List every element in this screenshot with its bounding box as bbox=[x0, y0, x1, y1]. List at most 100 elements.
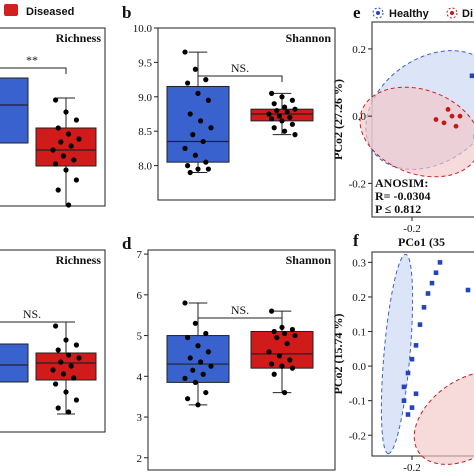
data-point bbox=[53, 323, 59, 329]
data-point bbox=[279, 118, 285, 124]
healthy-point bbox=[413, 343, 419, 348]
panel-b-shannon: Shannon 8.0 8.5 9.0 9.5 10.0 NS. bbox=[133, 23, 336, 201]
ellipse-healthy bbox=[380, 253, 414, 455]
data-point bbox=[274, 107, 280, 114]
data-point bbox=[71, 375, 77, 381]
data-point bbox=[53, 161, 59, 167]
data-point bbox=[187, 111, 193, 117]
data-point bbox=[203, 77, 209, 83]
y-tick-label: 0.2 bbox=[352, 292, 366, 304]
healthy-point bbox=[409, 356, 415, 362]
data-point bbox=[203, 330, 209, 337]
panel-a-richness: Richness ** bbox=[0, 27, 106, 208]
box-diseased bbox=[35, 352, 97, 381]
legend-diseased-label: Di bbox=[462, 8, 473, 20]
data-point bbox=[274, 334, 280, 341]
y-tick-label: 0.2 bbox=[352, 44, 366, 56]
anosim-line: ANOSIM: bbox=[375, 176, 428, 190]
data-point bbox=[269, 116, 275, 122]
plot-frame bbox=[0, 27, 106, 207]
box-diseased bbox=[250, 330, 314, 369]
healthy-point bbox=[465, 287, 471, 293]
data-point bbox=[284, 109, 290, 115]
significance-bracket bbox=[197, 317, 283, 324]
data-point bbox=[68, 363, 74, 369]
data-point bbox=[287, 357, 293, 363]
ellipse-diseased bbox=[413, 371, 474, 465]
data-point bbox=[73, 397, 79, 403]
y-tick-label: 9.5 bbox=[138, 57, 152, 69]
data-point bbox=[190, 132, 196, 138]
significance-bracket bbox=[0, 321, 67, 328]
y-tick-label: 4 bbox=[137, 371, 143, 383]
significance-label: ** bbox=[26, 53, 38, 67]
panel-c-richness: Richness NS. bbox=[0, 249, 106, 433]
data-point bbox=[208, 125, 214, 131]
data-point bbox=[55, 405, 61, 411]
data-point bbox=[195, 402, 201, 408]
data-point bbox=[66, 352, 72, 358]
diseased-point bbox=[449, 113, 455, 119]
data-point bbox=[287, 114, 293, 121]
data-point bbox=[271, 125, 277, 131]
data-point bbox=[289, 326, 295, 333]
significance-label: NS. bbox=[231, 303, 249, 317]
data-point bbox=[271, 371, 277, 377]
healthy-point bbox=[421, 305, 427, 310]
data-point bbox=[185, 334, 191, 341]
diseased-point bbox=[453, 123, 459, 129]
data-point bbox=[73, 117, 79, 123]
data-point bbox=[63, 109, 69, 115]
data-point bbox=[195, 343, 201, 349]
box-diseased bbox=[35, 127, 97, 167]
data-point bbox=[195, 90, 201, 96]
data-point bbox=[185, 80, 191, 86]
y-tick-label: 5 bbox=[137, 331, 143, 343]
data-point bbox=[68, 143, 74, 149]
diseased-point bbox=[441, 120, 447, 126]
data-point bbox=[192, 320, 198, 326]
data-point bbox=[279, 324, 285, 331]
legend-diseased-marker bbox=[446, 7, 458, 19]
data-point bbox=[198, 118, 204, 124]
data-point bbox=[182, 375, 188, 381]
data-point bbox=[282, 104, 288, 110]
x-tick-label: -0.2 bbox=[403, 462, 420, 474]
healthy-point bbox=[413, 391, 419, 397]
data-point bbox=[198, 359, 204, 365]
data-point bbox=[55, 125, 61, 131]
data-point bbox=[266, 111, 272, 117]
data-point bbox=[53, 381, 59, 387]
significance-label: NS. bbox=[231, 61, 249, 75]
data-point bbox=[200, 371, 206, 377]
legend-healthy-marker bbox=[372, 7, 384, 19]
y-axis-label: PCo2 (27.26 %) bbox=[331, 79, 345, 160]
panel-e-pcoa: 0.20.0-0.2-0.20.0PCo2 (27.26 %)PCo1 (35H… bbox=[331, 7, 474, 249]
data-point bbox=[205, 166, 211, 172]
data-point bbox=[190, 367, 196, 373]
data-point bbox=[185, 396, 191, 402]
data-point bbox=[192, 66, 198, 72]
data-point bbox=[269, 90, 275, 96]
data-point bbox=[208, 363, 214, 369]
data-point bbox=[182, 49, 188, 55]
data-point bbox=[284, 341, 290, 347]
plot-frame bbox=[157, 27, 336, 201]
data-point bbox=[289, 97, 295, 103]
data-point bbox=[63, 389, 69, 395]
panel-title: Richness bbox=[56, 31, 102, 45]
panel-label-d: d bbox=[122, 234, 132, 253]
data-point bbox=[55, 347, 61, 353]
healthy-point bbox=[433, 270, 439, 276]
data-point bbox=[60, 153, 66, 159]
data-point bbox=[73, 342, 79, 348]
data-point bbox=[53, 97, 59, 103]
box-healthy bbox=[166, 85, 230, 163]
plot-frame bbox=[147, 249, 336, 471]
data-point bbox=[182, 145, 188, 151]
data-point bbox=[205, 349, 211, 355]
y-tick-label: 8.0 bbox=[138, 161, 152, 173]
legend-healthy-label: Healthy bbox=[389, 8, 430, 20]
data-point bbox=[200, 138, 206, 145]
